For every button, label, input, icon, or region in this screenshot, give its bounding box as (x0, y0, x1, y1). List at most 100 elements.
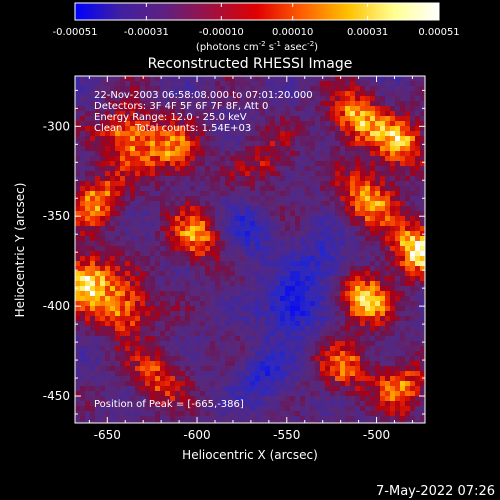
heatmap-cell (130, 191, 135, 196)
heatmap-cell (85, 186, 90, 191)
heatmap-cell (175, 376, 180, 381)
heatmap-cell (230, 171, 235, 176)
heatmap-cell (345, 246, 350, 251)
heatmap-cell (380, 421, 385, 423)
heatmap-cell (205, 246, 210, 251)
heatmap-cell (130, 301, 135, 306)
heatmap-cell (245, 411, 250, 416)
heatmap-cell (75, 216, 80, 221)
heatmap-cell (145, 126, 150, 131)
heatmap-cell (225, 246, 230, 251)
heatmap-cell (360, 401, 365, 406)
heatmap-cell (140, 341, 145, 346)
heatmap-cell (165, 86, 170, 91)
heatmap-cell (90, 261, 95, 266)
heatmap-cell (290, 311, 295, 316)
heatmap-cell (260, 241, 265, 246)
heatmap-cell (200, 221, 205, 226)
heatmap-cell (225, 371, 230, 376)
heatmap-cell (160, 391, 165, 396)
heatmap-cell (365, 176, 370, 181)
heatmap-cell (420, 281, 425, 286)
heatmap-cell (200, 326, 205, 331)
heatmap-cell (130, 321, 135, 326)
heatmap-cell (385, 416, 390, 421)
heatmap-cell (220, 346, 225, 351)
heatmap-cell (125, 376, 130, 381)
heatmap-cell (75, 221, 80, 226)
heatmap-cell (250, 91, 255, 96)
heatmap-cell (90, 106, 95, 111)
heatmap-cell (90, 361, 95, 366)
heatmap-cell (255, 156, 260, 161)
heatmap-cell (195, 166, 200, 171)
heatmap-cell (145, 416, 150, 421)
heatmap-cell (130, 106, 135, 111)
heatmap-cell (320, 361, 325, 366)
heatmap-cell (340, 111, 345, 116)
heatmap-cell (240, 336, 245, 341)
heatmap-cell (295, 396, 300, 401)
heatmap-cell (150, 346, 155, 351)
heatmap-cell (210, 81, 215, 86)
heatmap-cell (95, 286, 100, 291)
heatmap-cell (80, 301, 85, 306)
heatmap-cell (290, 231, 295, 236)
heatmap-cell (85, 206, 90, 211)
heatmap-cell (315, 401, 320, 406)
heatmap-cell (355, 351, 360, 356)
heatmap-cell (375, 241, 380, 246)
heatmap-cell (180, 356, 185, 361)
heatmap-cell (125, 361, 130, 366)
heatmap-cell (305, 296, 310, 301)
heatmap-cell (240, 306, 245, 311)
heatmap-cell (215, 216, 220, 221)
heatmap-cell (365, 166, 370, 171)
heatmap-cell (370, 246, 375, 251)
heatmap-cell (205, 251, 210, 256)
heatmap-cell (260, 76, 265, 81)
heatmap-cell (310, 171, 315, 176)
heatmap-cell (265, 131, 270, 136)
heatmap-cell (160, 151, 165, 156)
heatmap-cell (385, 191, 390, 196)
heatmap-cell (80, 206, 85, 211)
heatmap-cell (395, 366, 400, 371)
heatmap-cell (120, 251, 125, 256)
heatmap-cell (85, 261, 90, 266)
heatmap-cell (390, 256, 395, 261)
heatmap-cell (330, 341, 335, 346)
heatmap-cell (185, 201, 190, 206)
heatmap-cell (230, 181, 235, 186)
heatmap-cell (340, 306, 345, 311)
heatmap-cell (315, 336, 320, 341)
heatmap-cell (130, 176, 135, 181)
heatmap-cell (285, 176, 290, 181)
heatmap-cell (365, 341, 370, 346)
heatmap-cell (250, 251, 255, 256)
heatmap-cell (155, 226, 160, 231)
heatmap-cell (135, 236, 140, 241)
heatmap-cell (405, 161, 410, 166)
heatmap-cell (125, 181, 130, 186)
heatmap-cell (350, 136, 355, 141)
heatmap-cell (285, 226, 290, 231)
heatmap-cell (190, 281, 195, 286)
heatmap-cell (125, 386, 130, 391)
heatmap-cell (305, 216, 310, 221)
heatmap-cell (110, 316, 115, 321)
heatmap-cell (375, 121, 380, 126)
heatmap-cell (130, 346, 135, 351)
heatmap-cell (420, 121, 425, 126)
heatmap-cell (220, 161, 225, 166)
heatmap-cell (215, 161, 220, 166)
heatmap-cell (140, 346, 145, 351)
heatmap-cell (385, 161, 390, 166)
heatmap-cell (80, 396, 85, 401)
heatmap-cell (240, 221, 245, 226)
heatmap-cell (350, 386, 355, 391)
heatmap-cell (250, 326, 255, 331)
heatmap-cell (180, 166, 185, 171)
heatmap-cell (190, 331, 195, 336)
heatmap-cell (80, 386, 85, 391)
